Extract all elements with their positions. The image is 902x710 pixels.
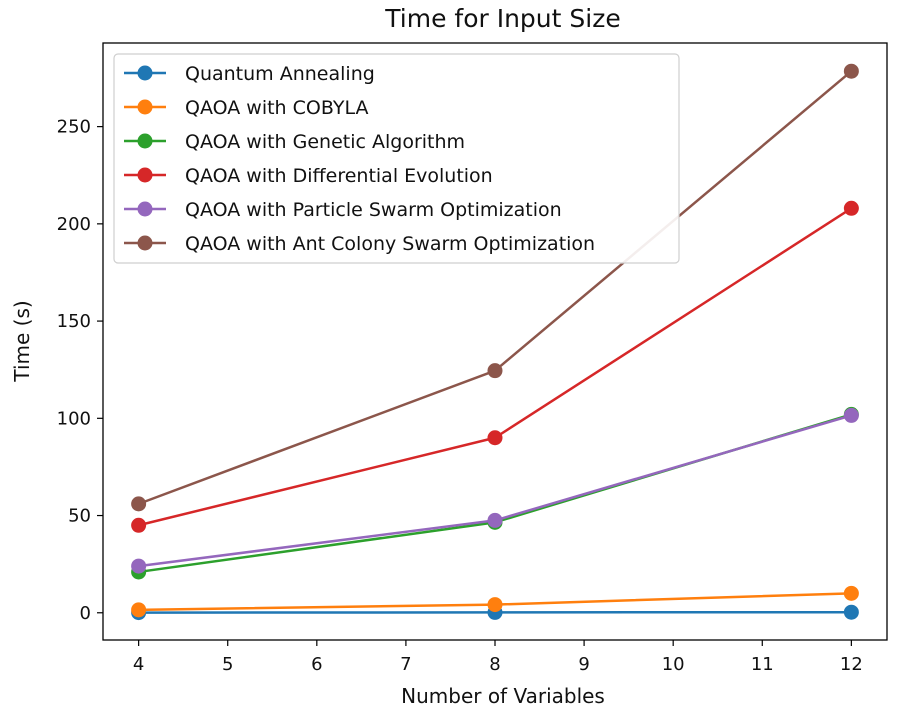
legend-item: QAOA with Differential Evolution <box>124 165 493 187</box>
x-tick-label: 5 <box>222 654 233 675</box>
data-point <box>487 512 503 528</box>
legend-item: QAOA with Ant Colony Swarm Optimization <box>124 233 595 255</box>
legend: Quantum Annealing QAOA with COBYLA QAOA wi… <box>113 53 680 264</box>
x-axis-label: Number of Variables <box>401 684 605 708</box>
x-axis-ticks: 4 5 6 7 8 9 10 11 12 <box>133 640 863 675</box>
legend-item: QAOA with Genetic Algorithm <box>124 131 465 153</box>
legend-item: QAOA with Particle Swarm Optimization <box>124 199 562 221</box>
data-point <box>131 517 147 533</box>
series-1 <box>131 585 859 618</box>
legend-label: QAOA with Ant Colony Swarm Optimization <box>185 233 595 255</box>
legend-label: Quantum Annealing <box>185 63 375 85</box>
x-tick-label: 6 <box>311 654 322 675</box>
legend-item: Quantum Annealing <box>124 63 375 85</box>
data-point <box>131 496 147 512</box>
legend-label: QAOA with Genetic Algorithm <box>185 131 465 153</box>
y-axis-ticks: 0 50 100 150 200 250 <box>57 117 103 624</box>
data-point <box>487 597 503 613</box>
legend-marker <box>137 99 153 115</box>
y-tick-label: 200 <box>57 214 91 235</box>
series-5 <box>131 63 859 512</box>
data-point <box>487 430 503 446</box>
data-point <box>487 363 503 379</box>
y-tick-label: 150 <box>57 311 91 332</box>
data-point <box>131 558 147 574</box>
y-axis-label: Time (s) <box>10 300 34 382</box>
data-point <box>843 200 859 216</box>
x-tick-label: 12 <box>840 654 863 675</box>
x-tick-label: 4 <box>133 654 144 675</box>
legend-label: QAOA with Differential Evolution <box>185 165 493 187</box>
y-tick-label: 0 <box>80 603 91 624</box>
data-point <box>843 604 859 620</box>
series-3 <box>131 200 859 533</box>
legend-box <box>113 53 680 264</box>
legend-label: QAOA with COBYLA <box>185 97 368 119</box>
x-tick-label: 8 <box>489 654 500 675</box>
data-point <box>843 63 859 79</box>
legend-marker <box>137 133 153 149</box>
x-tick-label: 9 <box>578 654 589 675</box>
legend-label: QAOA with Particle Swarm Optimization <box>185 199 562 221</box>
series-layer <box>131 63 859 621</box>
data-point <box>843 407 859 423</box>
y-tick-label: 250 <box>57 117 91 138</box>
y-tick-label: 100 <box>57 408 91 429</box>
legend-marker <box>137 65 153 81</box>
x-tick-label: 10 <box>662 654 685 675</box>
y-tick-label: 50 <box>68 506 91 527</box>
series-4 <box>131 407 859 574</box>
legend-marker <box>137 201 153 217</box>
x-tick-label: 11 <box>751 654 774 675</box>
x-tick-label: 7 <box>400 654 411 675</box>
data-point <box>131 602 147 618</box>
legend-marker <box>137 235 153 251</box>
data-point <box>843 585 859 601</box>
chart-title: Time for Input Size <box>384 4 620 33</box>
legend-marker <box>137 167 153 183</box>
legend-item: QAOA with COBYLA <box>124 97 368 119</box>
